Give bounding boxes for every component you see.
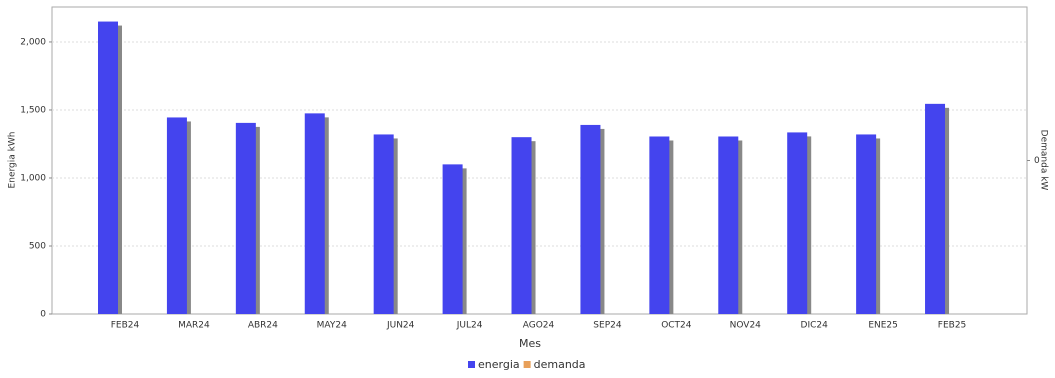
y2-axis-title: Demanda kW bbox=[1039, 130, 1049, 191]
bar bbox=[442, 164, 463, 314]
bar bbox=[235, 122, 256, 314]
x-tick-label: MAY24 bbox=[317, 321, 347, 331]
x-tick-label: NOV24 bbox=[730, 321, 762, 331]
y-tick-label: 0 bbox=[40, 310, 46, 320]
legend-label: energia bbox=[478, 358, 520, 371]
x-tick-label: AGO24 bbox=[523, 321, 555, 331]
bar bbox=[511, 137, 532, 314]
x-tick-label: MAR24 bbox=[178, 321, 210, 331]
bar bbox=[98, 21, 118, 315]
bar bbox=[373, 134, 394, 314]
legend-swatch bbox=[523, 361, 531, 368]
bar bbox=[166, 117, 187, 314]
bar bbox=[649, 136, 670, 314]
x-tick-label: FEB25 bbox=[938, 321, 967, 331]
y-axis-title: Energia kWh bbox=[8, 132, 18, 189]
x-tick-label: OCT24 bbox=[661, 321, 692, 331]
x-tick-label: JUN24 bbox=[386, 321, 415, 331]
x-tick-label: SEP24 bbox=[593, 321, 622, 331]
bar bbox=[925, 103, 946, 315]
x-axis-title: Mes bbox=[519, 337, 541, 350]
bar bbox=[856, 134, 877, 314]
x-tick-label: FEB24 bbox=[111, 321, 140, 331]
x-tick-label: ENE25 bbox=[868, 321, 898, 331]
plot-area bbox=[51, 6, 1028, 315]
x-tick-label: JUL24 bbox=[456, 321, 483, 331]
x-tick-label: DIC24 bbox=[801, 321, 829, 331]
y-tick-label: 500 bbox=[29, 241, 46, 251]
y-tick-label: 1,500 bbox=[20, 105, 46, 115]
bar bbox=[580, 124, 601, 314]
y-tick-label: 1,000 bbox=[20, 173, 46, 183]
legend-swatch bbox=[468, 361, 475, 368]
legend-label: demanda bbox=[534, 358, 586, 371]
y2-tick-label: 0 bbox=[1034, 156, 1040, 166]
bar bbox=[718, 136, 739, 314]
x-tick-label: ABR24 bbox=[248, 321, 278, 331]
bar bbox=[304, 113, 325, 315]
bar bbox=[787, 132, 808, 314]
y-tick-label: 2,000 bbox=[20, 37, 46, 47]
